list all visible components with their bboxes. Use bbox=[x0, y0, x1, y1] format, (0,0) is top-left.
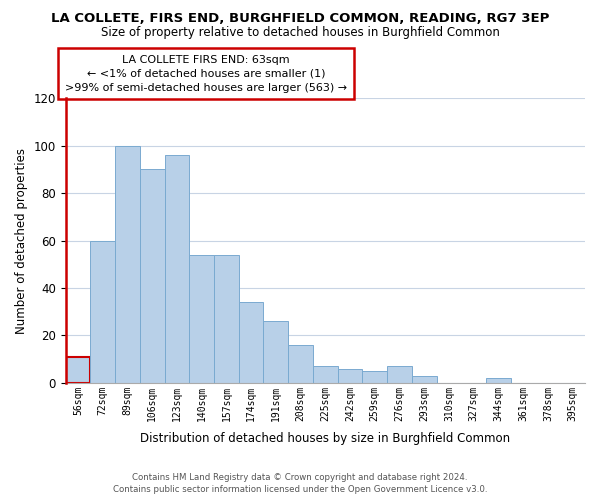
Bar bbox=[313, 366, 338, 383]
Text: Contains HM Land Registry data © Crown copyright and database right 2024.
Contai: Contains HM Land Registry data © Crown c… bbox=[113, 472, 487, 494]
Y-axis label: Number of detached properties: Number of detached properties bbox=[15, 148, 28, 334]
Bar bbox=[65, 357, 91, 383]
Bar bbox=[486, 378, 511, 383]
Bar bbox=[412, 376, 437, 383]
Bar bbox=[338, 368, 362, 383]
Bar bbox=[387, 366, 412, 383]
Bar bbox=[362, 371, 387, 383]
Bar bbox=[288, 345, 313, 383]
Bar bbox=[164, 155, 190, 383]
X-axis label: Distribution of detached houses by size in Burghfield Common: Distribution of detached houses by size … bbox=[140, 432, 511, 445]
Bar bbox=[263, 321, 288, 383]
Bar bbox=[91, 240, 115, 383]
Text: LA COLLETE, FIRS END, BURGHFIELD COMMON, READING, RG7 3EP: LA COLLETE, FIRS END, BURGHFIELD COMMON,… bbox=[51, 12, 549, 26]
Bar bbox=[239, 302, 263, 383]
Bar bbox=[140, 170, 164, 383]
Text: Size of property relative to detached houses in Burghfield Common: Size of property relative to detached ho… bbox=[101, 26, 499, 39]
Bar bbox=[115, 146, 140, 383]
Bar bbox=[190, 255, 214, 383]
Bar bbox=[214, 255, 239, 383]
Text: LA COLLETE FIRS END: 63sqm
← <1% of detached houses are smaller (1)
>99% of semi: LA COLLETE FIRS END: 63sqm ← <1% of deta… bbox=[65, 54, 347, 92]
